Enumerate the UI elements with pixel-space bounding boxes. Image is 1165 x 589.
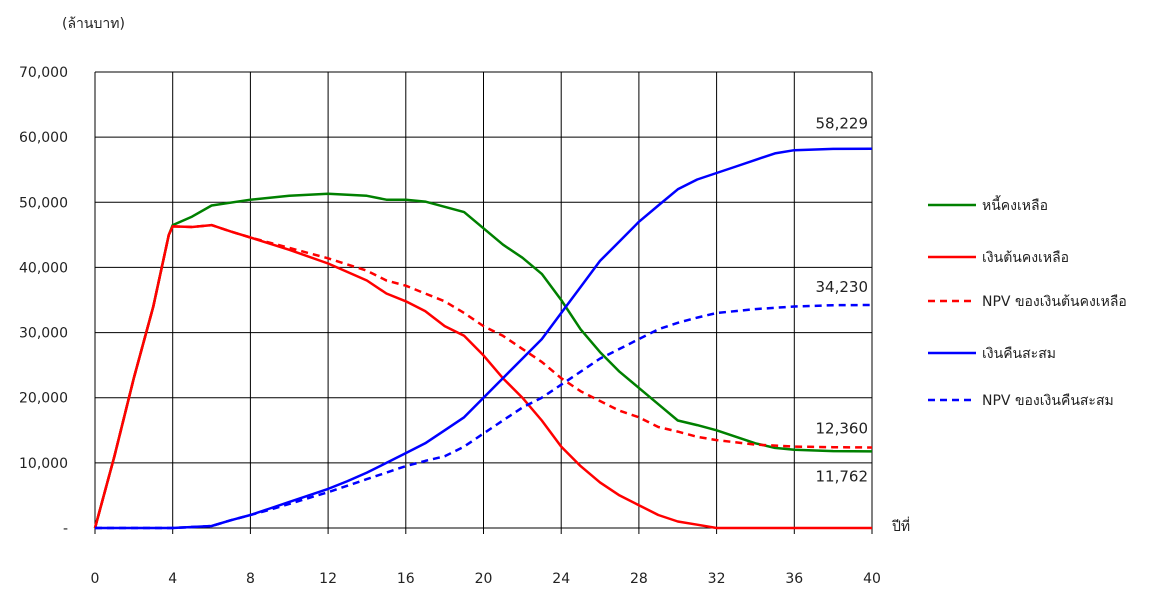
x-tick-label: 12 xyxy=(319,571,337,587)
y-tick-label: 20,000 xyxy=(19,391,68,407)
legend: หนี้คงเหลือเงินต้นคงเหลือ NPV ของเงินต้นค… xyxy=(928,195,1127,409)
x-axis-ticks: 0 4 8 12 16 20 24 28 32 36 40 xyxy=(91,571,881,587)
legend-label: เงินคืนสะสม xyxy=(982,346,1056,362)
x-tick-label: 4 xyxy=(168,571,177,587)
value-annotation: 34,230 xyxy=(816,278,869,296)
y-unit-label: (ล้านบาท) xyxy=(62,16,125,32)
legend-label: หนี้คงเหลือ xyxy=(982,195,1048,214)
series-lines xyxy=(93,147,873,530)
value-annotation: 11,762 xyxy=(816,467,869,485)
x-tick-label: 36 xyxy=(785,571,803,587)
y-tick-label: - xyxy=(63,521,68,537)
series-line-1 xyxy=(93,192,873,529)
y-tick-label: 40,000 xyxy=(19,260,68,276)
y-tick-label: 50,000 xyxy=(19,195,68,211)
x-tick-label: 16 xyxy=(397,571,415,587)
legend-label: NPV ของเงินคืนสะสม xyxy=(982,393,1114,409)
y-tick-label: 70,000 xyxy=(19,65,68,81)
legend-label: เงินต้นคงเหลือ xyxy=(982,250,1069,266)
y-axis-ticks: - 10,000 20,000 30,000 40,000 50,000 60,000 70,… xyxy=(19,65,68,537)
y-tick-label: 30,000 xyxy=(19,326,68,342)
x-tick-label: 28 xyxy=(630,571,648,587)
series-line-3 xyxy=(93,223,873,529)
value-annotation: 12,360 xyxy=(816,419,869,437)
grid xyxy=(94,71,873,534)
y-tick-label: 60,000 xyxy=(19,130,68,146)
series-line-5 xyxy=(95,303,873,530)
value-annotations: 58,229 34,230 12,360 11,762 xyxy=(816,115,869,486)
x-tick-label: 32 xyxy=(708,571,726,587)
x-tick-label: 8 xyxy=(246,571,255,587)
series-line-4 xyxy=(95,147,873,530)
x-axis-label: ปีที่ xyxy=(892,517,911,535)
y-tick-label: 10,000 xyxy=(19,456,68,472)
value-annotation: 58,229 xyxy=(816,115,869,133)
x-tick-label: 24 xyxy=(552,571,570,587)
x-tick-label: 20 xyxy=(475,571,493,587)
legend-label: NPV ของเงินต้นคงเหลือ xyxy=(982,294,1127,310)
x-tick-label: 40 xyxy=(863,571,881,587)
x-tick-label: 0 xyxy=(91,571,100,587)
